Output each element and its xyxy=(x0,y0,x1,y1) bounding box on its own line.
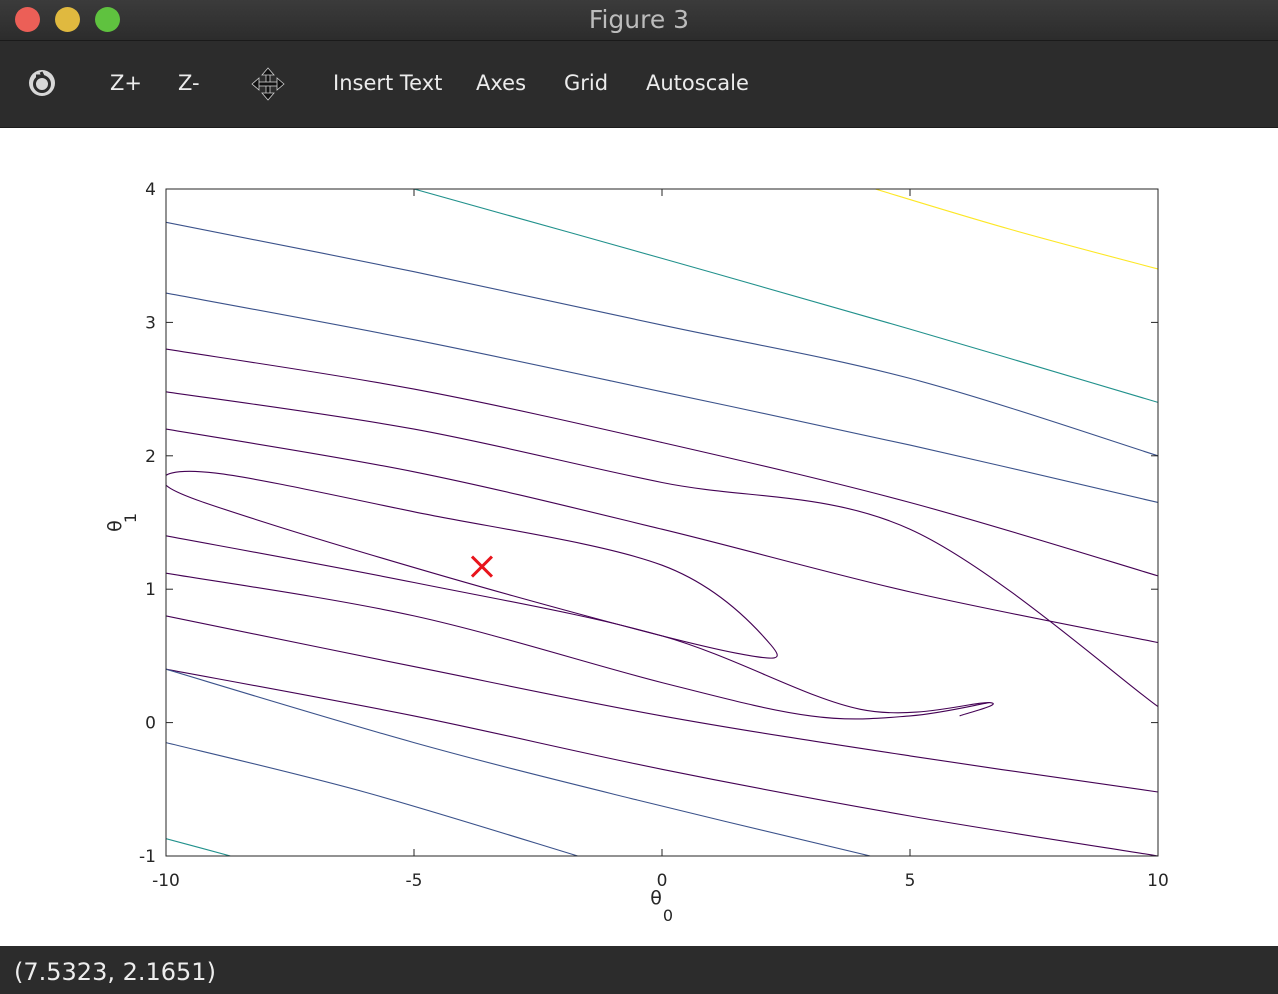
axes-background xyxy=(166,189,1158,856)
contour-line-1 xyxy=(166,428,1158,644)
status-bar: (7.5323, 2.1651) xyxy=(0,946,1278,994)
pan-move-icon[interactable] xyxy=(251,67,285,101)
contour-line-9 xyxy=(166,742,578,856)
contour-line-8 xyxy=(166,292,1158,504)
window-titlebar: Figure 3 xyxy=(0,0,1278,41)
x-axis-label: θ xyxy=(650,887,662,909)
rotate-icon[interactable] xyxy=(26,67,58,99)
x-tick-label: 5 xyxy=(905,871,916,891)
contour-line-0 xyxy=(166,470,778,659)
x-tick-label: -5 xyxy=(406,871,423,891)
y-tick-label: -1 xyxy=(139,847,156,867)
close-window-button[interactable] xyxy=(15,7,40,32)
contour-line-6 xyxy=(166,348,1158,577)
y-tick-label: 2 xyxy=(145,447,156,467)
figure-toolbar: Z+ Z- Insert Text Axes Grid Autoscale xyxy=(0,41,1278,128)
y-tick-label: 3 xyxy=(145,313,156,333)
plot-canvas[interactable]: -10 -5 0 5 10 -1 0 1 2 3 4 θ 0 θ 1 xyxy=(0,128,1278,946)
zoom-in-button[interactable]: Z+ xyxy=(110,71,142,95)
y-axis-label: θ xyxy=(104,520,126,532)
contour-line-4 xyxy=(166,391,1158,708)
cursor-coordinates: (7.5323, 2.1651) xyxy=(14,958,216,986)
markers xyxy=(470,555,494,578)
contour-line-12 xyxy=(413,189,1158,403)
window-title: Figure 3 xyxy=(588,5,690,34)
contour-line-14 xyxy=(875,189,1158,270)
contour-line-3 xyxy=(166,572,990,720)
contour-line-7 xyxy=(166,668,1158,856)
y-tick-label: 4 xyxy=(145,180,156,200)
contour-line-5 xyxy=(166,615,1158,793)
contour-line-10 xyxy=(166,221,1158,457)
insert-text-button[interactable]: Insert Text xyxy=(333,71,443,95)
contour-line-11 xyxy=(166,668,871,856)
axes-button[interactable]: Axes xyxy=(476,71,527,95)
zoom-out-button[interactable]: Z- xyxy=(178,71,200,95)
x-axis-label-subscript: 0 xyxy=(663,906,673,925)
contour-line-2 xyxy=(166,535,994,717)
y-axis-label-subscript: 1 xyxy=(121,513,140,523)
autoscale-button[interactable]: Autoscale xyxy=(646,71,749,95)
contour-lines xyxy=(166,189,1158,856)
x-tick-label: 0 xyxy=(657,871,668,891)
grid-button[interactable]: Grid xyxy=(564,71,609,95)
x-tick-label: -10 xyxy=(152,871,180,891)
x-tick-label: 10 xyxy=(1147,871,1169,891)
y-tick-label: 0 xyxy=(145,714,156,734)
minimum-marker-0 xyxy=(470,555,494,578)
minimize-window-button[interactable] xyxy=(55,7,80,32)
y-tick-label: 1 xyxy=(145,580,156,600)
zoom-window-button[interactable] xyxy=(95,7,120,32)
contour-line-13 xyxy=(166,838,231,856)
